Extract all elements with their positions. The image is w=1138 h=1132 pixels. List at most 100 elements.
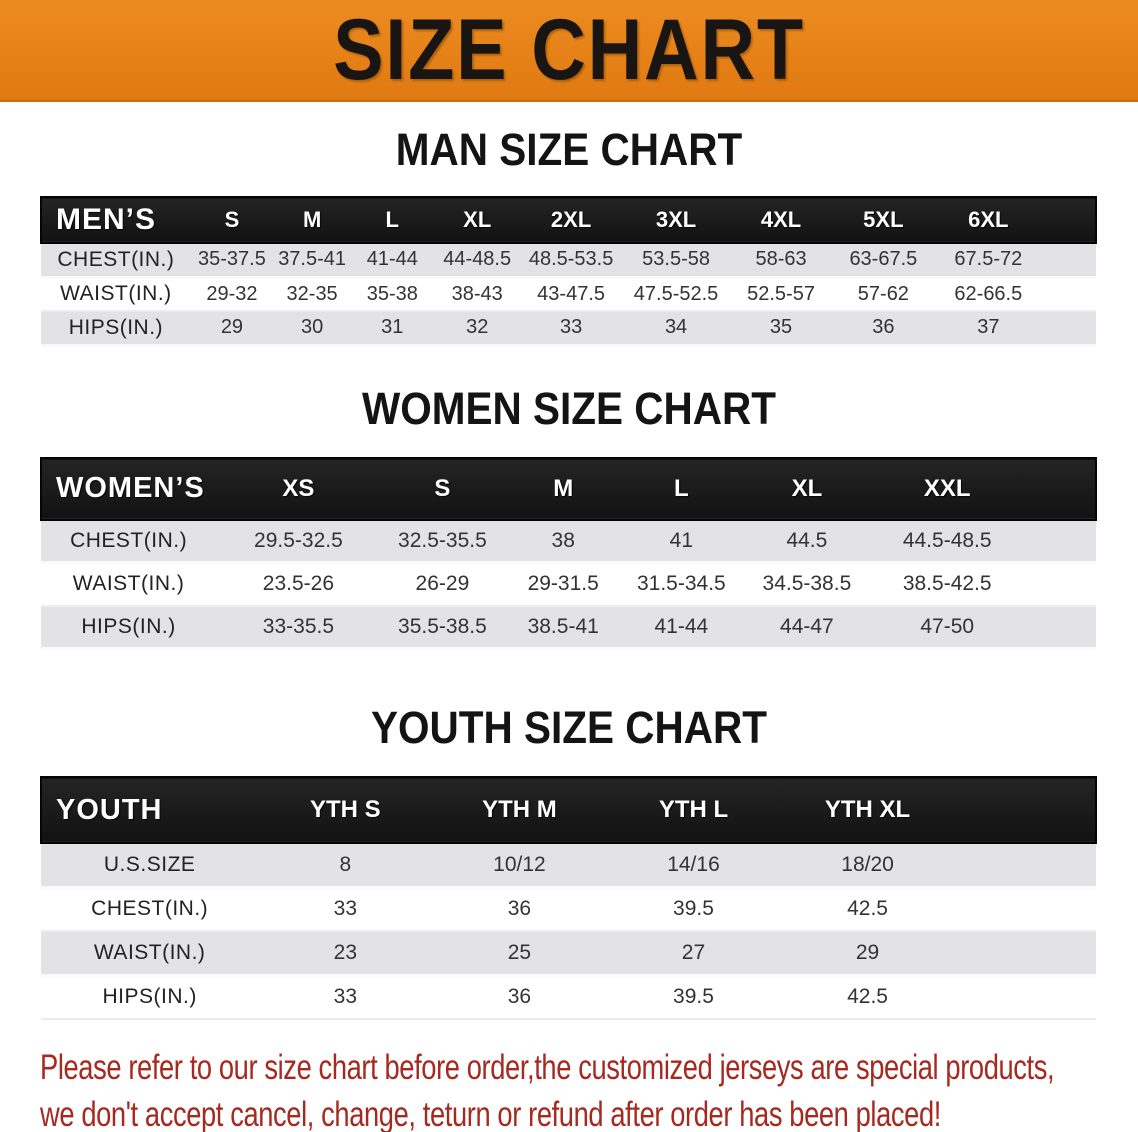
section-women: WOMEN SIZE CHART WOMEN’S XS S M L XL XXL CHEST(… xyxy=(0,386,1138,651)
size-value: 57-62 xyxy=(857,282,909,305)
filler-cell xyxy=(955,975,1096,1019)
size-value: 41 xyxy=(669,528,694,552)
size-value: 27 xyxy=(681,940,706,964)
size-column-header: 6XL xyxy=(968,207,1009,232)
size-value: 33 xyxy=(333,897,358,921)
table-title-cell: YOUTH xyxy=(56,793,163,826)
youth-section-heading: YOUTH SIZE CHART xyxy=(370,702,767,753)
size-column-header: S xyxy=(224,207,240,232)
size-value: 29 xyxy=(220,316,244,339)
size-value: 44.5 xyxy=(786,528,828,552)
size-column-header: L xyxy=(674,474,689,502)
size-value: 42.5 xyxy=(847,985,888,1009)
size-value: 52.5-57 xyxy=(747,282,815,305)
section-youth: YOUTH SIZE CHART YOUTH YTH S YTH M YTH L YTH… xyxy=(0,702,1138,1020)
size-column-header: 5XL xyxy=(863,207,904,232)
size-value: 8 xyxy=(339,852,352,876)
size-column-header: YTH L xyxy=(658,796,729,823)
size-value: 43-47.5 xyxy=(537,282,606,305)
size-column-header: YTH XL xyxy=(824,796,911,823)
size-column-header: M xyxy=(302,207,322,232)
table-title-cell: MEN’S xyxy=(56,203,157,236)
measurement-row: CHEST(IN.) 35-37.5 37.5-41 41-44 44-48.5 48.5… xyxy=(41,243,1096,277)
size-value: 33 xyxy=(559,316,583,339)
row-label: HIPS(IN.) xyxy=(81,614,176,638)
size-value: 35-38 xyxy=(366,282,418,305)
size-column-header: XL xyxy=(791,474,823,502)
size-value: 29 xyxy=(855,940,880,964)
size-value: 39.5 xyxy=(673,897,714,921)
measurement-row: HIPS(IN.) 33-35.5 35.5-38.5 38.5-41 41-44 44-… xyxy=(41,605,1096,649)
size-value: 23.5-26 xyxy=(262,572,335,596)
size-column-header: XL xyxy=(463,207,492,232)
measurement-row: HIPS(IN.) 33 36 39.5 42.5 xyxy=(41,975,1096,1019)
size-value: 32 xyxy=(466,316,489,339)
size-value: 35-37.5 xyxy=(198,248,266,271)
size-column-header: 4XL xyxy=(760,207,802,232)
row-label: U.S.SIZE xyxy=(103,852,196,876)
table-header-row: YOUTH YTH S YTH M YTH L YTH XL xyxy=(41,777,1096,843)
size-column-header: 3XL xyxy=(655,207,697,232)
size-value: 41-44 xyxy=(654,614,709,638)
size-value: 26-29 xyxy=(415,572,470,596)
row-label: CHEST(IN.) xyxy=(91,897,209,921)
size-value: 29.5-32.5 xyxy=(254,528,343,552)
size-value: 42.5 xyxy=(847,897,888,921)
size-column-header: S xyxy=(434,474,451,502)
filler-cell xyxy=(1021,563,1096,606)
section-men: MAN SIZE CHART MEN’S S M L XL 2XL 3XL 4XL 5XL 6XL… xyxy=(0,127,1138,347)
size-value: 29-31.5 xyxy=(527,572,599,596)
row-label: WAIST(IN.) xyxy=(93,940,206,964)
row-label: CHEST(IN.) xyxy=(70,528,188,552)
size-value: 62-66.5 xyxy=(954,282,1023,305)
size-value: 34 xyxy=(664,316,688,339)
size-value: 48.5-53.5 xyxy=(528,248,614,271)
size-value: 47.5-52.5 xyxy=(633,282,719,305)
row-label: HIPS(IN.) xyxy=(68,315,164,339)
size-value: 23 xyxy=(333,940,358,964)
filler-cell xyxy=(1021,520,1096,563)
size-column-header: YTH S xyxy=(310,796,381,823)
row-label: CHEST(IN.) xyxy=(57,247,175,271)
size-value: 33-35.5 xyxy=(262,614,335,638)
youth-size-table: YOUTH YTH S YTH M YTH L YTH XL U.S.SIZE 8 10/12… xyxy=(40,776,1097,1020)
filler-cell xyxy=(1021,606,1096,649)
size-value: 29-32 xyxy=(206,282,258,305)
size-value: 58-63 xyxy=(755,248,807,271)
size-value: 39.5 xyxy=(673,985,714,1009)
measurement-row: CHEST(IN.) 29.5-32.5 32.5-35.5 38 41 44.5 44.5… xyxy=(41,519,1096,563)
size-value: 63-67.5 xyxy=(849,248,918,271)
size-value: 37.5-41 xyxy=(278,248,347,271)
filler-cell xyxy=(1041,243,1096,277)
table-header-row: WOMEN’S XS S M L XL XXL xyxy=(41,457,1096,520)
size-value: 31 xyxy=(381,316,404,339)
size-value: 36 xyxy=(872,316,895,339)
row-label: WAIST(IN.) xyxy=(72,572,185,596)
size-value: 10/12 xyxy=(493,852,546,876)
size-value: 35 xyxy=(769,316,793,339)
size-value: 30 xyxy=(300,316,324,339)
size-column-header: L xyxy=(385,207,399,232)
notice-line-2: we don't accept cancel, change, teturn o… xyxy=(40,1095,941,1132)
size-value: 38.5-42.5 xyxy=(902,572,992,596)
women-size-table: WOMEN’S XS S M L XL XXL CHEST(IN.) 29.5-32.5 32.5… xyxy=(40,457,1097,651)
size-value: 31.5-34.5 xyxy=(636,572,726,596)
size-value: 67.5-72 xyxy=(954,248,1023,271)
filler-cell xyxy=(955,777,1096,843)
size-column-header: M xyxy=(553,474,574,502)
men-size-table: MEN’S S M L XL 2XL 3XL 4XL 5XL 6XL CHEST(IN.) 35-37… xyxy=(40,196,1097,347)
size-value: 37 xyxy=(977,316,1000,339)
measurement-row: WAIST(IN.) 23 25 27 29 xyxy=(41,931,1096,975)
size-value: 25 xyxy=(507,940,532,964)
row-label: WAIST(IN.) xyxy=(60,282,172,306)
size-column-header: 2XL xyxy=(550,207,592,232)
measurement-row: HIPS(IN.) 29 30 31 32 33 34 35 36 37 xyxy=(41,311,1096,345)
filler-cell xyxy=(955,887,1096,931)
banner: SIZE CHART xyxy=(0,0,1138,102)
size-column-header: XXL xyxy=(923,474,971,502)
measurement-row: WAIST(IN.) 23.5-26 26-29 29-31.5 31.5-34.5 34… xyxy=(41,562,1096,606)
size-column-header: YTH M xyxy=(482,796,557,823)
filler-cell xyxy=(1041,197,1096,243)
size-value: 36 xyxy=(507,897,532,921)
